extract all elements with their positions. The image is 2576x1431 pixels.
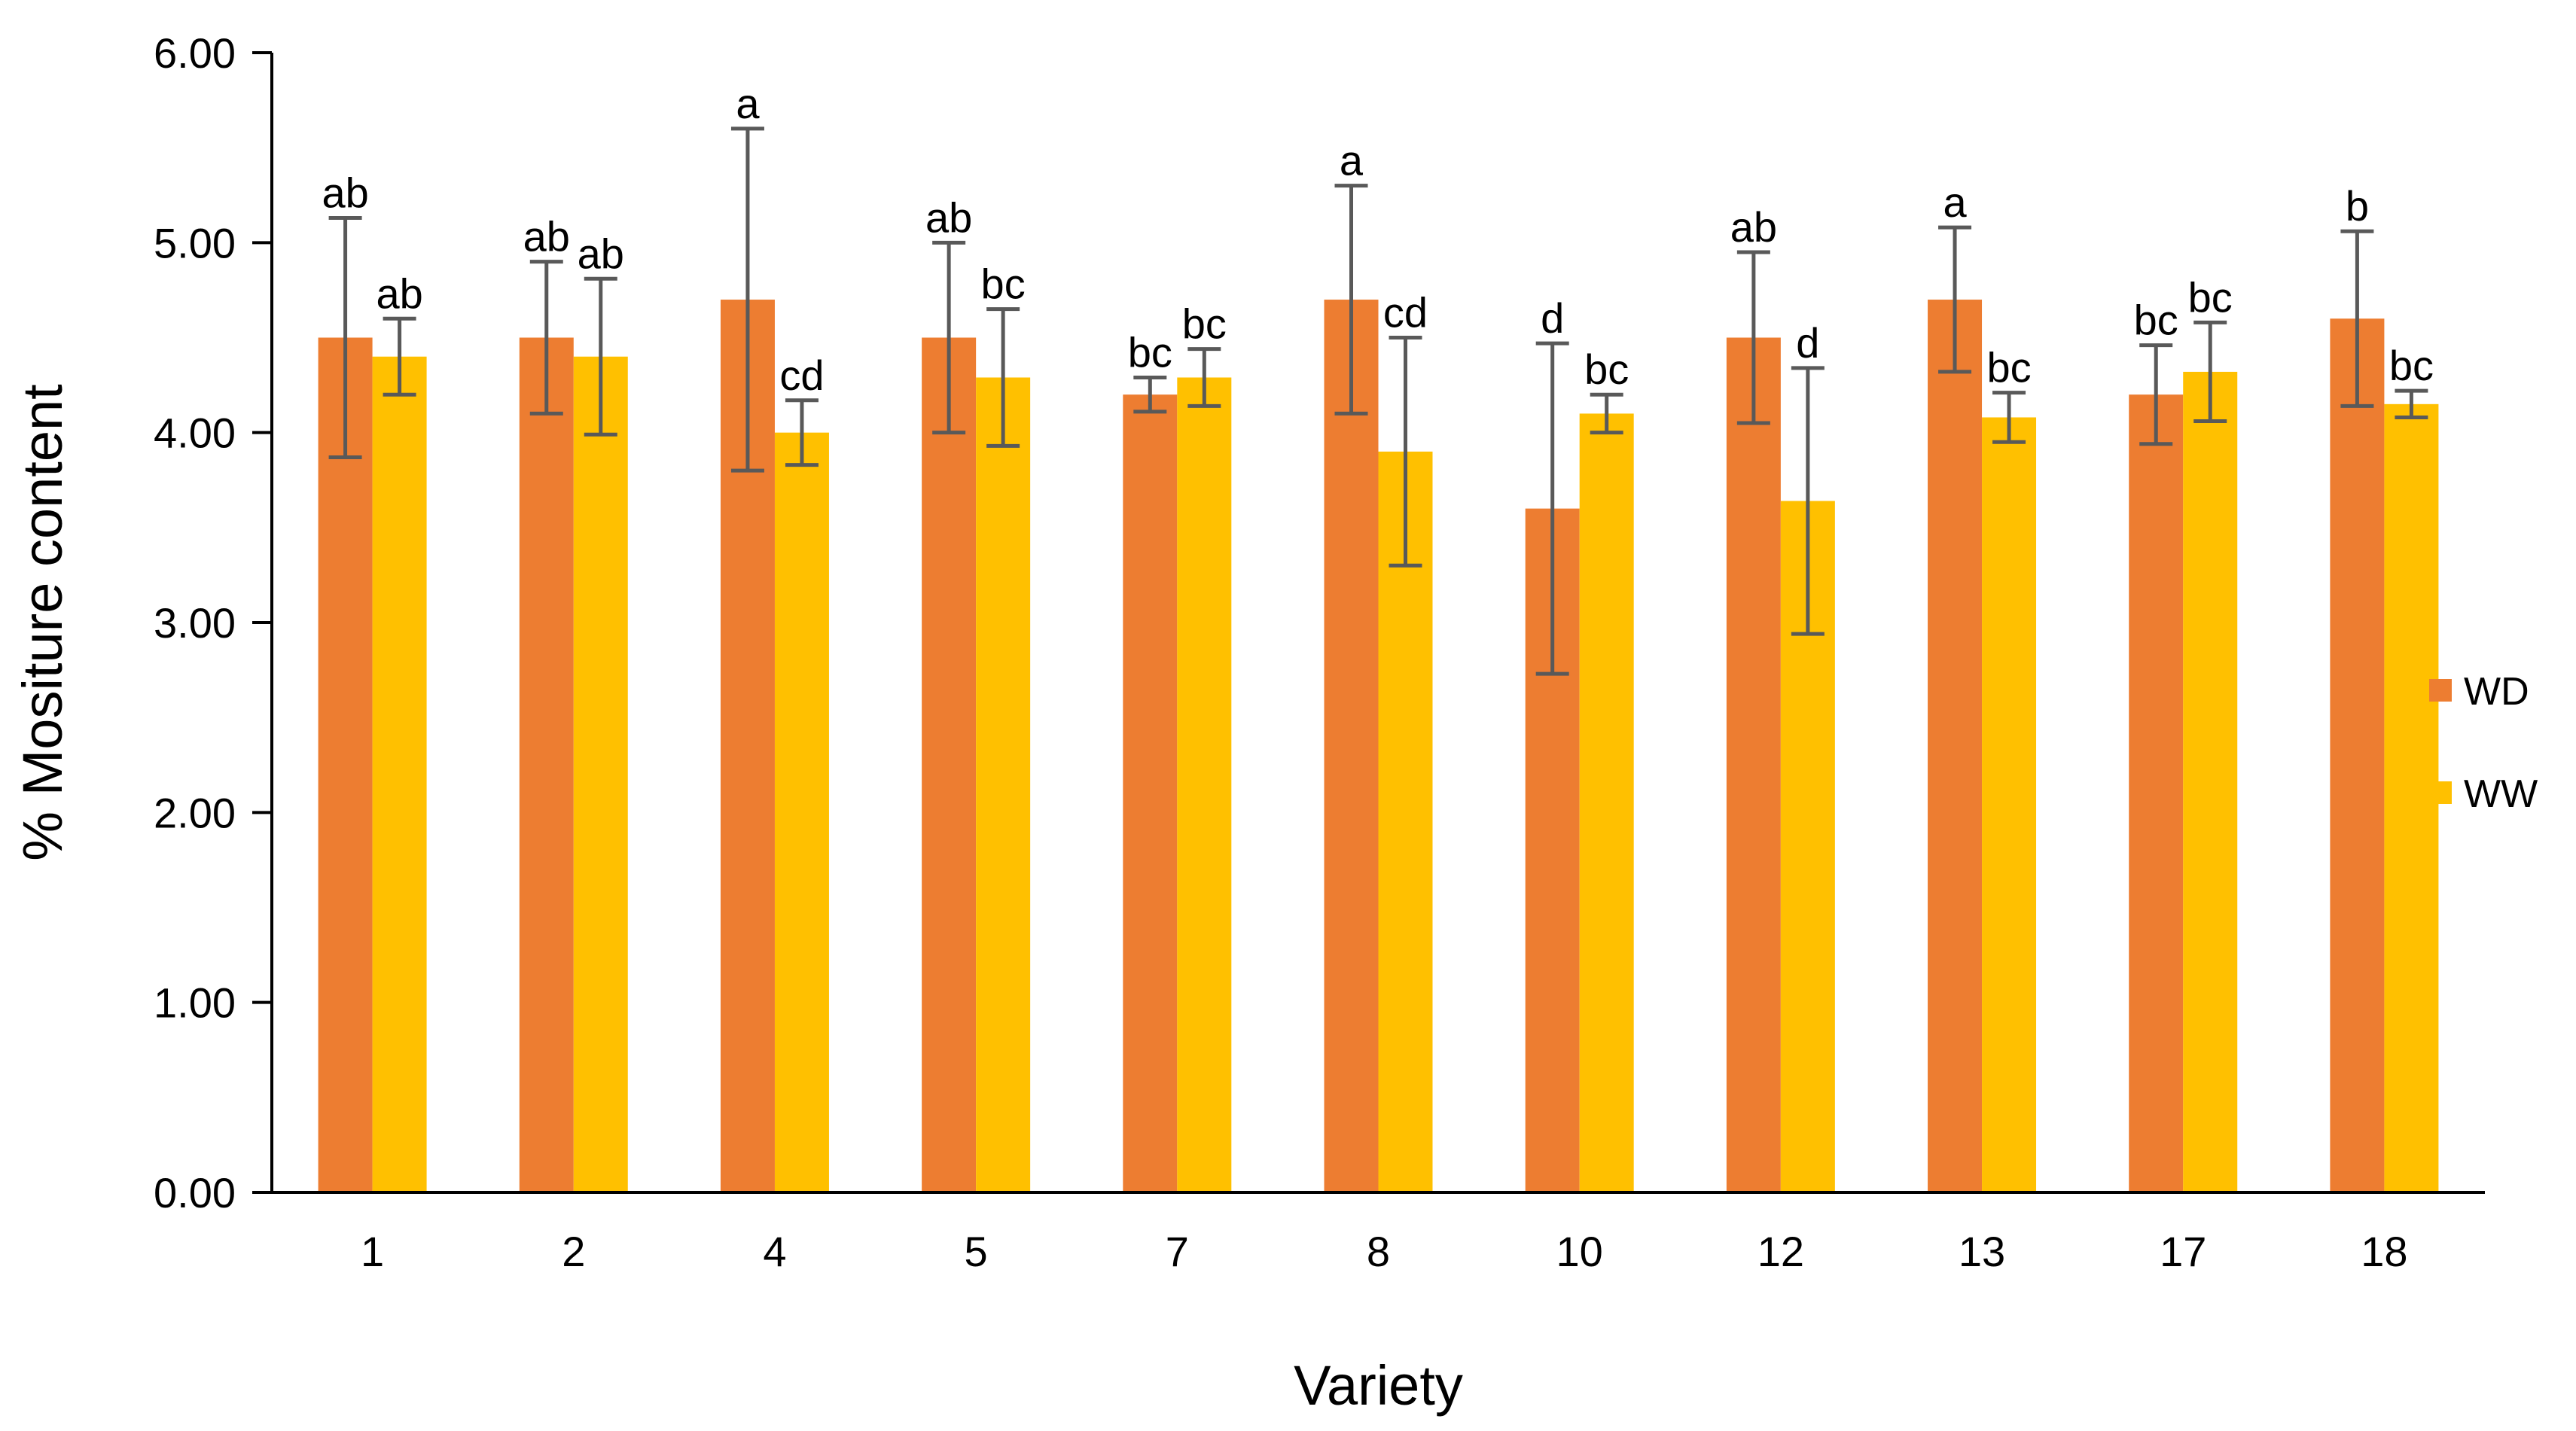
x-tick-label-13: 13 bbox=[1959, 1228, 2005, 1275]
y-tick-label: 1.00 bbox=[154, 979, 236, 1027]
x-tick-label-1: 1 bbox=[361, 1228, 384, 1275]
error-bar-ww-13 bbox=[1992, 391, 2026, 444]
error-bar-wd-2 bbox=[529, 260, 563, 416]
y-tick-label: 0.00 bbox=[154, 1169, 236, 1216]
bar-wd-7 bbox=[1123, 394, 1178, 1193]
error-bar-ww-2 bbox=[584, 276, 617, 437]
letter-ww-12: d bbox=[1796, 319, 1819, 367]
x-tick-label-12: 12 bbox=[1757, 1228, 1804, 1275]
letter-ww-5: bc bbox=[981, 260, 1026, 308]
letter-ww-18: bc bbox=[2389, 342, 2434, 389]
error-bar-wd-4 bbox=[730, 126, 764, 473]
error-bar-ww-18 bbox=[2395, 388, 2428, 419]
error-bars-layer bbox=[328, 126, 2428, 676]
x-tick-label-4: 4 bbox=[763, 1228, 786, 1275]
legend-label-ww: WW bbox=[2464, 772, 2538, 816]
bar-wd-2 bbox=[519, 337, 574, 1192]
x-tick-label-10: 10 bbox=[1556, 1228, 1603, 1275]
error-bar-wd-1 bbox=[328, 216, 362, 459]
y-tick-label: 4.00 bbox=[154, 410, 236, 457]
letter-wd-13: a bbox=[1943, 178, 1967, 226]
letter-wd-10: d bbox=[1541, 294, 1564, 342]
error-bar-wd-18 bbox=[2340, 229, 2374, 408]
tick-labels-layer: 1 2 4 5 7 8 10 12 13 17 180.001.002.003.004.005.00… bbox=[154, 29, 2408, 1275]
letter-ww-10: bc bbox=[1584, 346, 1629, 393]
error-bar-ww-7 bbox=[1187, 347, 1221, 408]
letter-ww-4: cd bbox=[779, 352, 824, 399]
letter-wd-7: bc bbox=[1128, 328, 1172, 376]
letter-wd-2: ab bbox=[523, 213, 570, 260]
letter-wd-18: b bbox=[2346, 182, 2369, 230]
letter-wd-4: a bbox=[736, 80, 760, 127]
error-bar-wd-5 bbox=[932, 240, 966, 435]
letter-wd-5: ab bbox=[925, 193, 972, 241]
x-tick-label-5: 5 bbox=[965, 1228, 988, 1275]
axes-layer bbox=[252, 51, 2485, 1194]
error-bar-ww-5 bbox=[986, 307, 1020, 448]
x-axis-title: Variety bbox=[1294, 1354, 1463, 1417]
error-bar-wd-10 bbox=[1535, 341, 1569, 676]
x-tick-label-18: 18 bbox=[2361, 1228, 2407, 1275]
error-bar-ww-8 bbox=[1389, 336, 1422, 568]
letter-ww-1: ab bbox=[376, 269, 422, 317]
letter-ww-2: ab bbox=[578, 230, 624, 277]
error-bar-wd-7 bbox=[1133, 375, 1167, 414]
bar-wd-17 bbox=[2129, 394, 2184, 1193]
error-bar-ww-17 bbox=[2193, 320, 2227, 424]
bar-ww-1 bbox=[372, 356, 427, 1192]
legend-swatch-ww bbox=[2429, 781, 2452, 804]
error-bar-wd-12 bbox=[1736, 250, 1770, 425]
error-bar-ww-12 bbox=[1791, 366, 1825, 636]
bar-ww-5 bbox=[976, 377, 1031, 1192]
letter-wd-1: ab bbox=[322, 169, 368, 217]
legend: WD WW bbox=[2429, 670, 2538, 816]
bar-ww-13 bbox=[1982, 417, 2037, 1192]
legend-swatch-wd bbox=[2429, 679, 2452, 702]
bar-wd-13 bbox=[1928, 300, 1983, 1192]
letter-ww-7: bc bbox=[1182, 300, 1227, 348]
bar-wd-1 bbox=[318, 337, 373, 1192]
error-bar-wd-17 bbox=[2139, 343, 2173, 446]
bar-ww-4 bbox=[774, 432, 829, 1192]
letter-wd-17: bc bbox=[2134, 297, 2178, 344]
y-axis-title: % Mositure content bbox=[11, 384, 74, 861]
y-tick-label: 3.00 bbox=[154, 599, 236, 647]
bar-wd-5 bbox=[922, 337, 977, 1192]
x-tick-label-7: 7 bbox=[1166, 1228, 1189, 1275]
error-bar-ww-10 bbox=[1590, 392, 1623, 435]
error-bar-wd-8 bbox=[1334, 184, 1368, 416]
bar-wd-18 bbox=[2330, 318, 2385, 1193]
bar-ww-2 bbox=[573, 356, 628, 1192]
error-bar-ww-1 bbox=[383, 316, 416, 397]
bar-wd-8 bbox=[1324, 300, 1379, 1192]
bars-layer bbox=[318, 300, 2439, 1193]
y-tick-label: 6.00 bbox=[154, 29, 236, 77]
bar-wd-12 bbox=[1726, 337, 1781, 1192]
letter-wd-8: a bbox=[1340, 137, 1364, 184]
letter-ww-13: bc bbox=[1986, 344, 2031, 391]
bar-ww-17 bbox=[2183, 371, 2238, 1192]
letter-ww-8: cd bbox=[1383, 289, 1428, 336]
y-tick-label: 2.00 bbox=[154, 789, 236, 836]
x-tick-label-17: 17 bbox=[2160, 1228, 2206, 1275]
x-tick-label-8: 8 bbox=[1367, 1228, 1390, 1275]
error-bar-ww-4 bbox=[785, 398, 819, 467]
y-tick-label: 5.00 bbox=[154, 219, 236, 266]
letter-ww-17: bc bbox=[2188, 273, 2233, 321]
letter-wd-12: ab bbox=[1730, 203, 1777, 251]
error-bar-wd-13 bbox=[1938, 225, 1972, 374]
bar-ww-10 bbox=[1579, 413, 1634, 1192]
legend-label-wd: WD bbox=[2464, 670, 2529, 714]
x-tick-label-2: 2 bbox=[562, 1228, 585, 1275]
bar-ww-8 bbox=[1378, 451, 1433, 1192]
bar-ww-7 bbox=[1177, 377, 1232, 1192]
